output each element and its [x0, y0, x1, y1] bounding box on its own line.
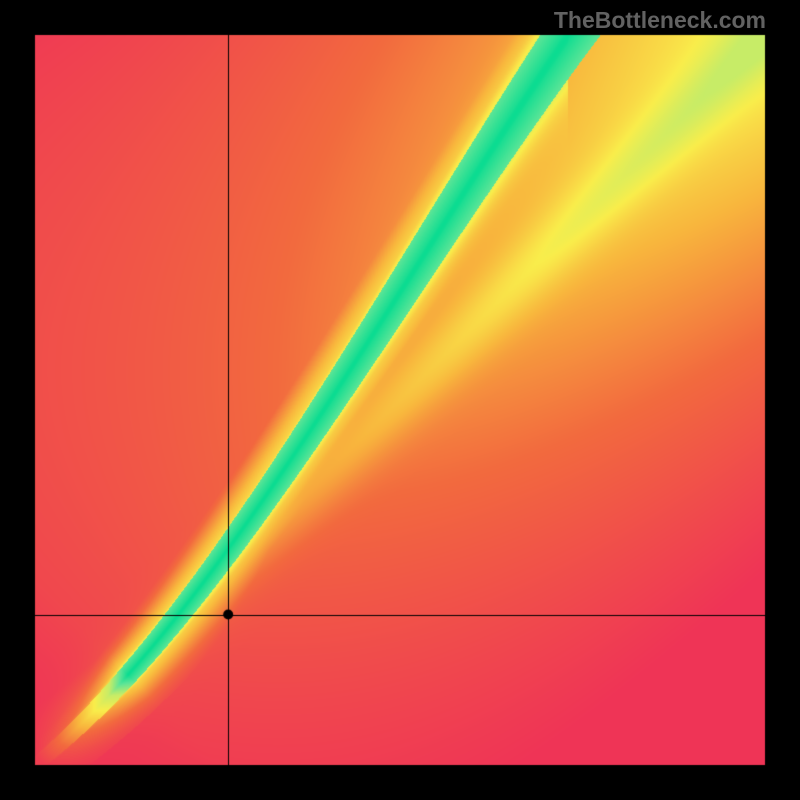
- bottleneck-heatmap: [0, 0, 800, 800]
- watermark-text: TheBottleneck.com: [554, 7, 766, 34]
